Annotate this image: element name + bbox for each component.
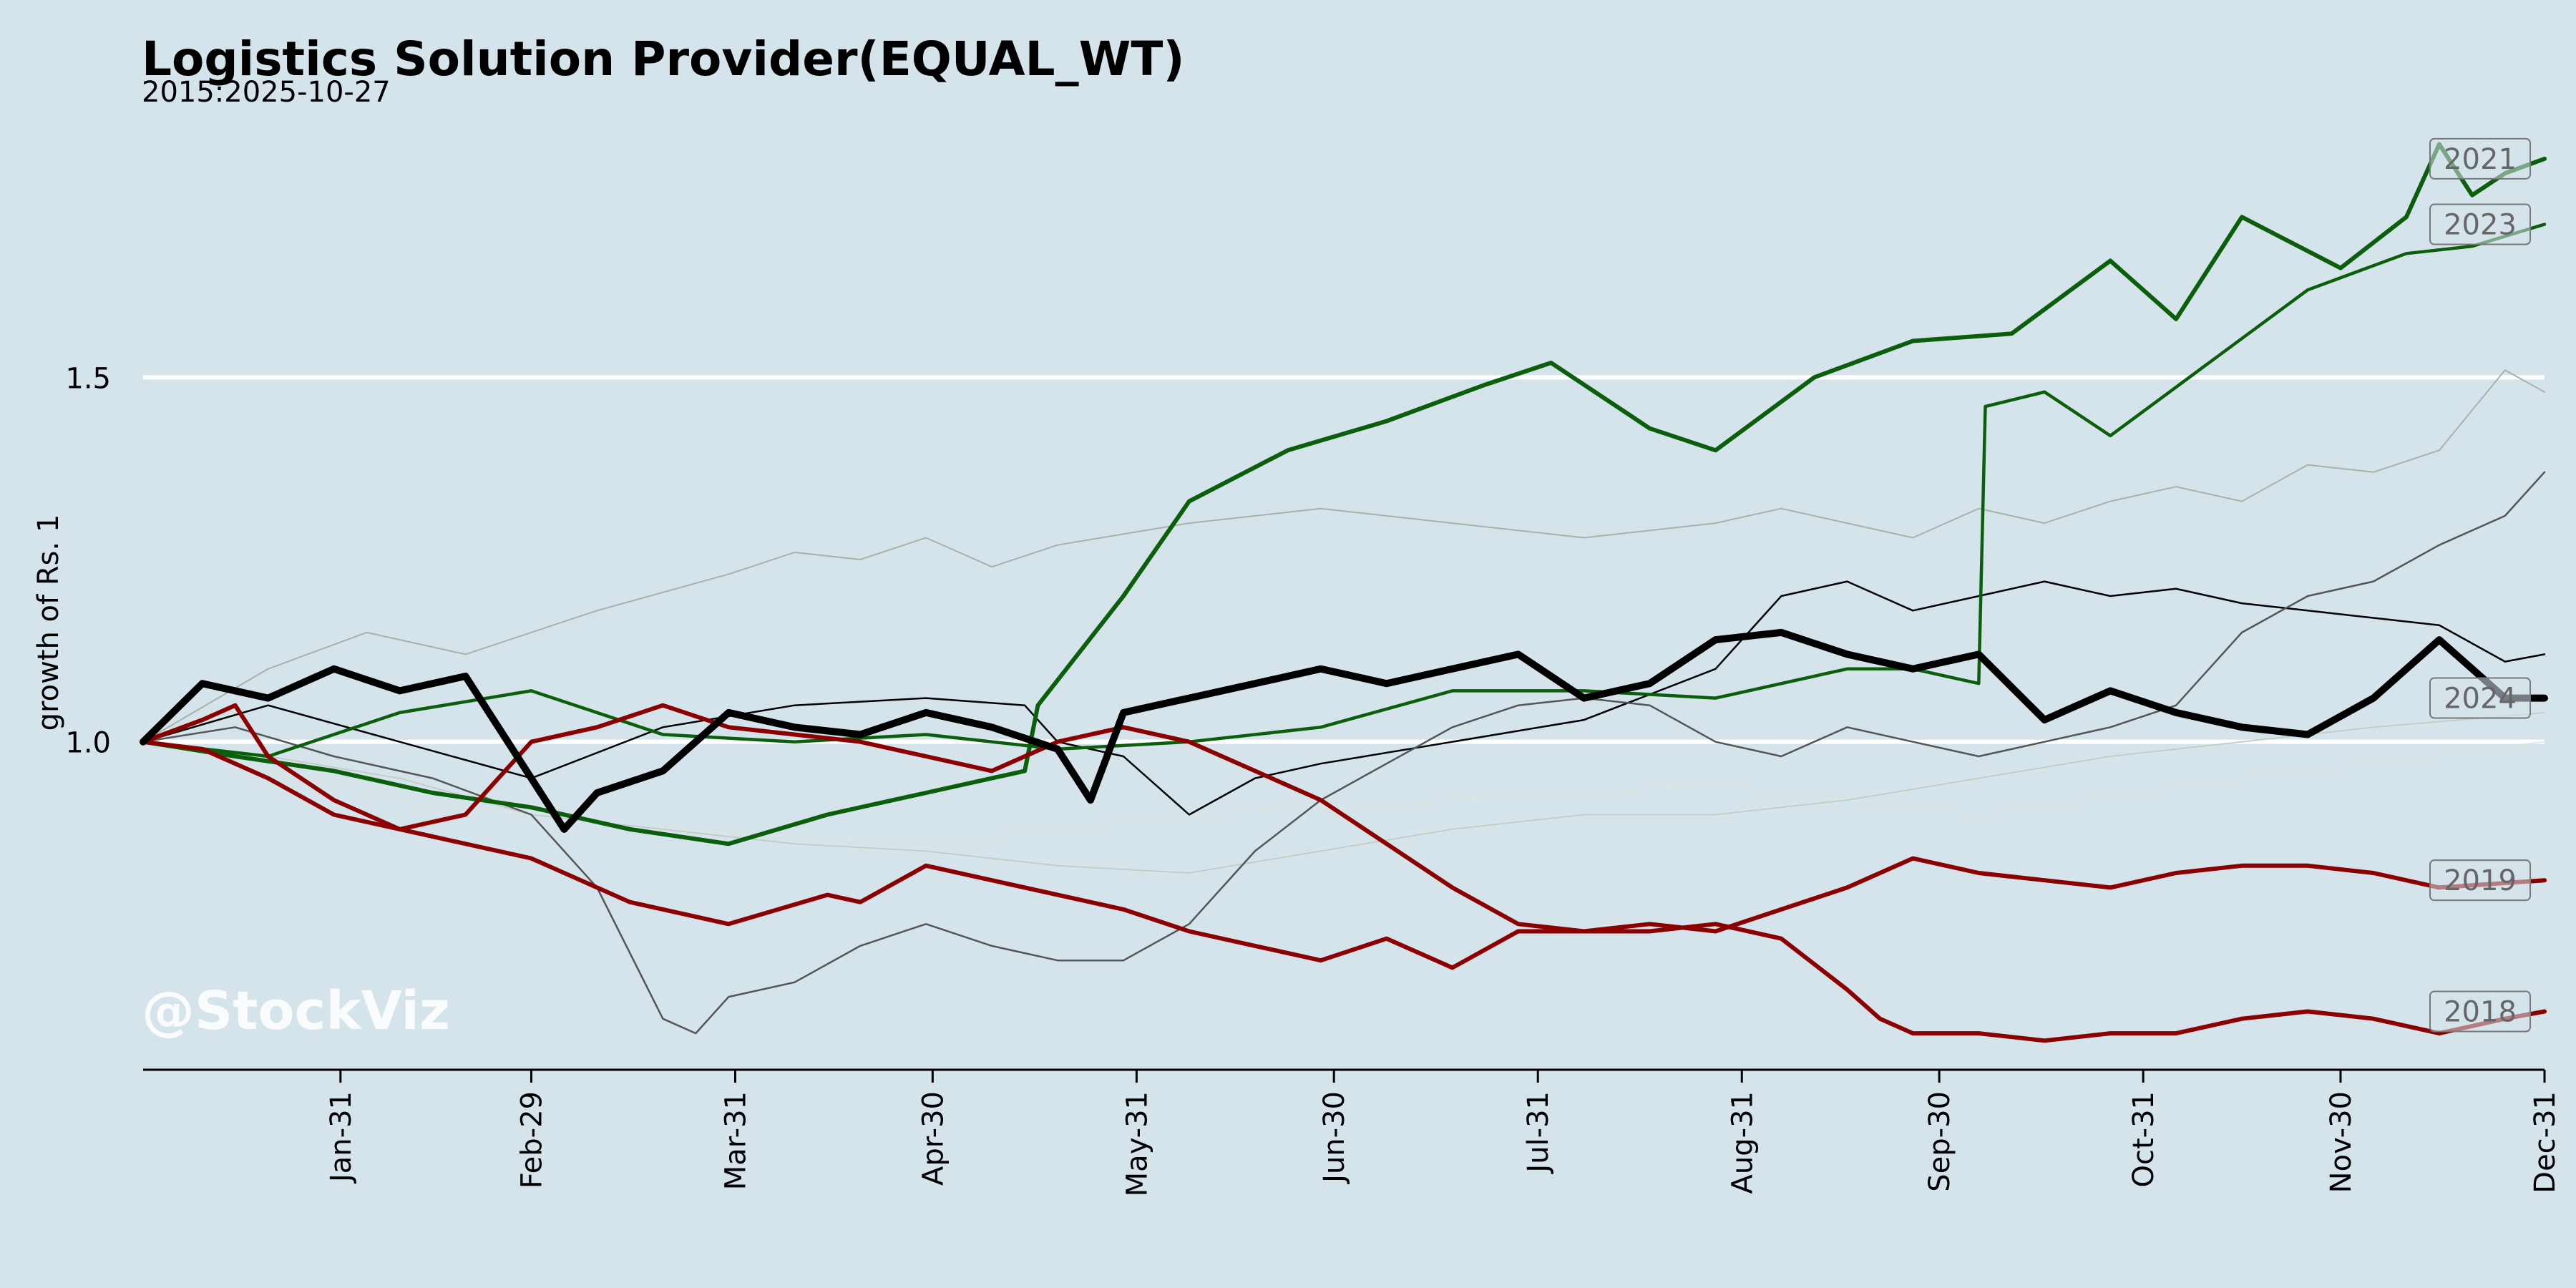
series-line (142, 580, 2546, 816)
series-label: 2019 (2444, 864, 2517, 897)
series-line-2023 (141, 223, 2547, 758)
y-tick-label: 1.5 (65, 362, 111, 395)
watermark: @StockViz (142, 980, 450, 1042)
x-tick-label: Dec-31 (2529, 1091, 2562, 1194)
x-tick-label: Nov-30 (2325, 1091, 2358, 1193)
x-tick-label: Aug-31 (1726, 1091, 1759, 1194)
series-lines (140, 142, 2548, 1043)
series-label: 2021 (2444, 143, 2517, 176)
x-tick-label: Jul-31 (1522, 1091, 1555, 1175)
y-axis: 1.0 1.5 (65, 362, 111, 759)
series-label-box (2429, 203, 2531, 245)
series-label: 2018 (2444, 996, 2517, 1029)
x-tick-label: Apr-30 (917, 1091, 950, 1186)
series-line-2021 (141, 142, 2547, 847)
x-tick-label: May-31 (1121, 1091, 1153, 1196)
chart-title: Logistics Solution Provider(EQUAL_WT) (142, 31, 1185, 87)
series-line-2018 (141, 703, 2547, 1043)
y-axis-label: growth of Rs. 1 (32, 514, 65, 731)
gridlines (143, 375, 2545, 744)
series-label: 2023 (2444, 209, 2517, 242)
x-tick-label: Feb-29 (515, 1091, 548, 1189)
x-tick-label: Jan-31 (325, 1091, 358, 1184)
series-label: 2024 (2444, 683, 2517, 716)
series-line-2019 (141, 739, 2547, 970)
x-tick-label: Jun-30 (1318, 1091, 1351, 1185)
y-tick-label: 1.0 (65, 727, 111, 760)
series-end-labels: 2021 2023 2024 2019 2018 (2429, 137, 2531, 1033)
series-line (142, 741, 2545, 845)
x-tick-label: Sep-30 (1923, 1091, 1956, 1192)
x-axis: Jan-31 Feb-29 Mar-31 Apr-30 May-31 Jun-30 Jul-… (143, 1068, 2562, 1196)
series-line-2024 (140, 628, 2548, 833)
series-label-box (2429, 990, 2531, 1033)
chart-subtitle: 2015:2025-10-27 (142, 76, 391, 109)
series-label-box (2429, 677, 2531, 719)
x-tick-label: Oct-31 (2127, 1091, 2160, 1188)
series-line (142, 369, 2545, 743)
series-label-box (2429, 137, 2531, 180)
x-tick-label: Mar-31 (720, 1091, 753, 1190)
series-line (142, 471, 2546, 1035)
series-label-box (2429, 859, 2531, 902)
